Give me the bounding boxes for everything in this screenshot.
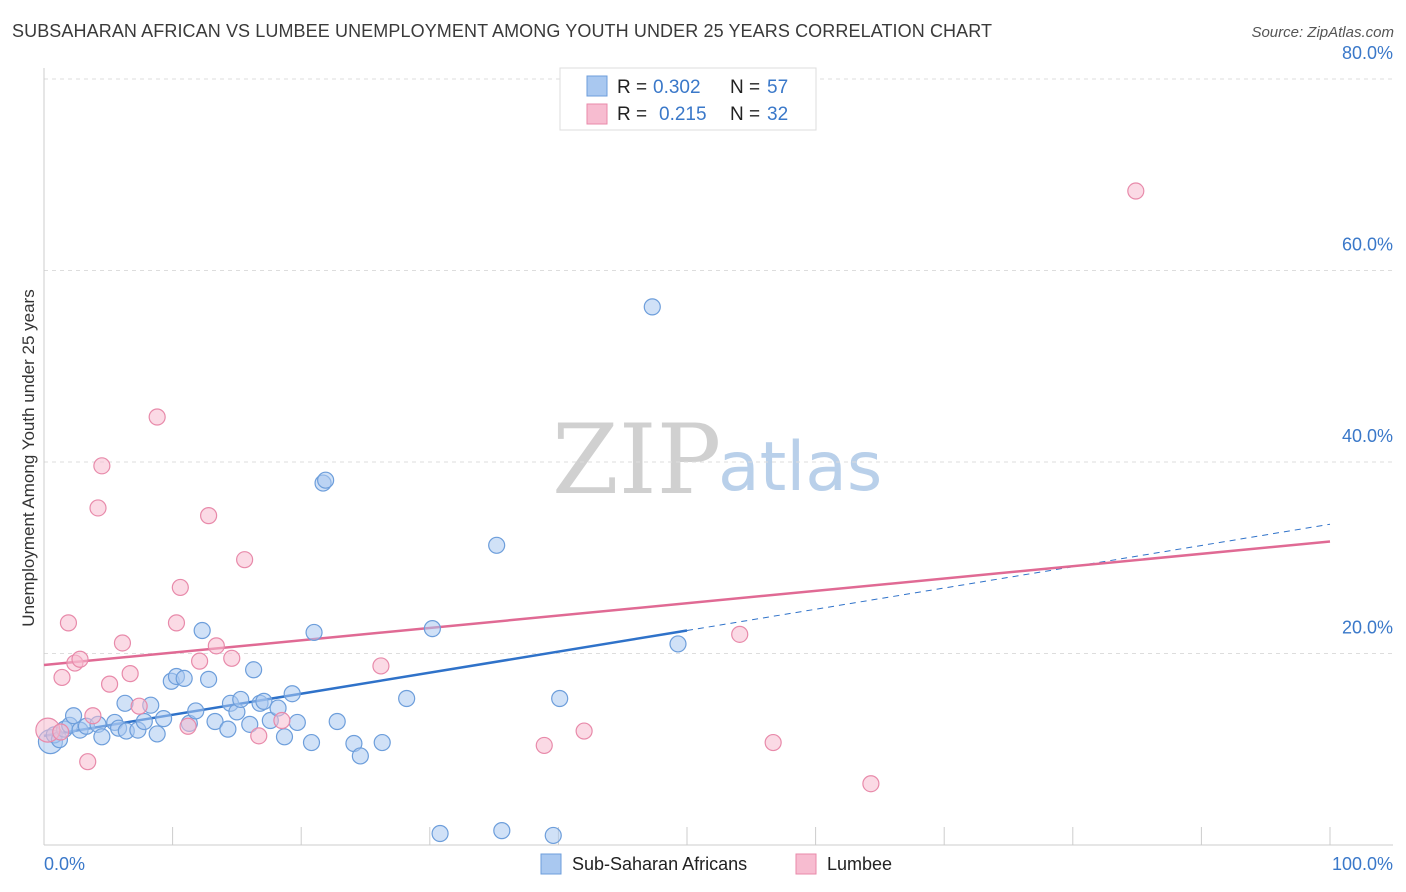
data-point-sub-saharan [398,689,416,708]
data-point-sub-saharan [93,728,111,746]
data-point-lumbee [200,507,218,525]
data-point-sub-saharan [317,471,335,489]
data-point-sub-saharan [232,690,250,709]
data-point-sub-saharan [116,694,134,712]
legend-n-label-1: N = [730,77,760,98]
data-point-lumbee [113,634,132,652]
y-tick-labels: 20.0% 40.0% 60.0% 80.0% [1342,43,1393,638]
source-credit: Source: ZipAtlas.com [1251,24,1394,41]
data-point-lumbee [53,668,71,687]
data-point-lumbee [121,665,139,683]
bottom-legend-swatch-pink [795,853,817,875]
data-point-lumbee [148,408,166,426]
data-point-sub-saharan [148,725,166,743]
bottom-legend-label-1: Sub-Saharan Africans [572,854,747,874]
watermark-zip: ZIP [552,404,721,516]
data-point-sub-saharan [643,298,661,316]
data-point-sub-saharan [283,685,301,703]
data-point-sub-saharan [241,715,259,733]
stats-legend: R = 0.302 N = 57 R = 0.215 N = 32 [559,67,817,131]
data-point-lumbee [79,753,97,771]
data-point-sub-saharan [669,635,687,653]
data-point-lumbee [59,614,78,632]
data-point-sub-saharan [135,712,153,731]
legend-r-value-2: 0.215 [659,104,707,125]
data-point-sub-saharan [551,689,569,708]
data-point-sub-saharan [423,620,441,638]
trend-line-blue-extension [686,523,1331,632]
legend-r-label-2: R = [617,104,647,125]
data-point-lumbee [250,727,268,745]
legend-swatch-pink [586,103,608,125]
data-point-lumbee [207,637,225,655]
data-point-sub-saharan [200,670,218,688]
legend-n-value-2: 32 [767,104,788,125]
data-point-lumbee [84,707,102,725]
data-point-lumbee [100,675,119,693]
data-point-lumbee [191,652,209,670]
legend-n-value-1: 57 [767,77,788,98]
data-point-sub-saharan [288,713,306,732]
y-tick-label: 60.0% [1342,235,1393,255]
chart-title: SUBSAHARAN AFRICAN VS LUMBEE UNEMPLOYMEN… [12,21,993,41]
data-point-sub-saharan [175,669,193,687]
data-point-sub-saharan [431,824,449,843]
data-point-lumbee [236,551,254,569]
series-lumbee [35,182,1145,793]
data-point-sub-saharan [493,822,511,840]
y-tick-label: 20.0% [1342,618,1393,638]
data-point-lumbee [167,614,186,632]
data-point-lumbee [130,697,148,715]
data-point-lumbee [71,650,89,668]
y-tick-label: 80.0% [1342,43,1393,63]
legend-r-value-1: 0.302 [653,77,701,98]
data-point-sub-saharan [206,712,224,731]
legend-r-label-1: R = [617,77,647,98]
bottom-legend-swatch-blue [540,853,562,875]
x-tick-label-min: 0.0% [44,854,85,874]
trend-line-lumbee [43,540,1331,667]
data-point-sub-saharan [275,728,294,746]
data-point-lumbee [862,775,880,793]
data-point-sub-saharan [187,702,205,720]
data-point-sub-saharan [302,733,321,752]
data-point-sub-saharan [193,621,211,640]
data-point-sub-saharan [154,710,173,728]
data-point-lumbee [575,722,593,740]
data-point-sub-saharan [373,733,391,752]
y-axis-title: Unemployment Among Youth under 25 years [19,289,38,626]
data-point-lumbee [223,649,241,667]
y-tick-label: 40.0% [1342,426,1393,446]
data-point-lumbee [273,711,291,730]
data-point-lumbee [1127,182,1145,200]
watermark-atlas: atlas [718,428,882,507]
data-point-lumbee [179,717,197,735]
data-point-lumbee [171,578,189,597]
data-point-lumbee [93,457,111,475]
legend-swatch-blue [586,75,608,97]
legend-n-label-2: N = [730,104,760,125]
data-point-sub-saharan [544,826,562,845]
data-point-lumbee [89,499,107,517]
data-point-lumbee [372,657,390,675]
series-legend: Sub-Saharan Africans Lumbee [540,853,892,875]
data-point-lumbee [764,733,782,752]
data-point-sub-saharan [305,623,323,642]
data-point-lumbee [52,723,70,741]
data-point-sub-saharan [351,747,369,765]
x-tick-label-max: 100.0% [1332,854,1393,874]
data-point-sub-saharan [219,720,237,738]
bottom-legend-label-2: Lumbee [827,854,892,874]
series-sub-saharan-africans [37,298,687,845]
data-point-lumbee [731,625,749,643]
data-point-sub-saharan [64,707,83,725]
data-point-sub-saharan [255,692,273,710]
data-point-sub-saharan [245,661,263,679]
data-point-sub-saharan [488,536,506,554]
data-point-sub-saharan [328,712,346,731]
data-point-lumbee [535,736,553,755]
